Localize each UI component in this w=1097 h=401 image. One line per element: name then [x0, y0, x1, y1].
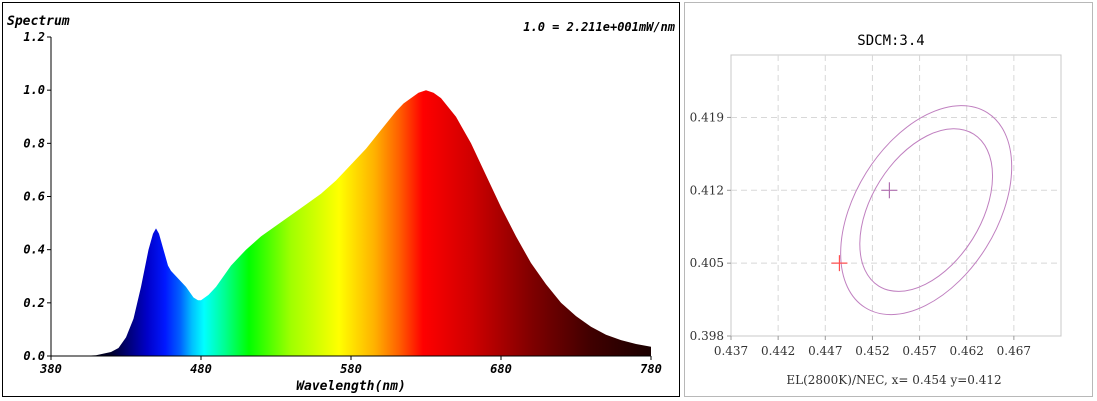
- spectrum-y-tick-label: 0.4: [23, 243, 45, 257]
- sdcm-x-tick-label: 0.442: [761, 344, 795, 358]
- spectrum-x-tick-label: 380: [39, 362, 62, 376]
- sdcm-plot-area: 0.437 0.442 0.447 0.452 0.457 0.462 0.467 0.398…: [690, 54, 1062, 358]
- spectrum-x-axis-label: Wavelength(nm): [296, 379, 406, 394]
- sdcm-y-tick-label: 0.412: [690, 183, 724, 197]
- spectrum-plot-area: 0.0 0.2 0.4 0.6 0.8 1.0 1.2 380 480 580 680 780: [23, 30, 662, 376]
- sdcm-x-tick-label: 0.467: [997, 344, 1031, 358]
- spectrum-y-tick-label: 1.2: [23, 30, 45, 44]
- sdcm-target-point: [881, 182, 898, 199]
- sdcm-x-tick-label: 0.437: [714, 344, 748, 358]
- sdcm-x-tick-label: 0.462: [950, 344, 984, 358]
- sdcm-title: SDCM:3.4: [857, 33, 924, 49]
- sdcm-y-tick-label: 0.405: [690, 256, 724, 270]
- sdcm-x-tick-label: 0.457: [902, 344, 936, 358]
- sdcm-plot-frame: [730, 54, 1062, 337]
- spectrum-y-tick-label: 0.6: [23, 190, 45, 204]
- spectrum-y-tick-label: 1.0: [23, 83, 45, 97]
- spectrum-x-tick-label: 480: [190, 362, 212, 376]
- sdcm-y-tick-label: 0.398: [690, 329, 724, 343]
- sdcm-outer-ellipse: [840, 105, 1013, 316]
- spectrum-chart: 0.0 0.2 0.4 0.6 0.8 1.0 1.2 380 480 580 680 780 Spe…: [7, 14, 676, 394]
- sdcm-chart-panel: 0.437 0.442 0.447 0.452 0.457 0.462 0.467 0.398…: [684, 2, 1093, 397]
- spectrum-y-tick-label: 0.8: [23, 136, 45, 150]
- sdcm-x-tick-label: 0.447: [808, 344, 842, 358]
- spectrum-x-tick-label: 680: [490, 362, 512, 376]
- sdcm-x-axis-label: EL(2800K)/NEC, x= 0.454 y=0.412: [786, 373, 1001, 387]
- spectrum-title: Spectrum: [7, 14, 70, 29]
- spectrum-y-tick-label: 0.0: [23, 349, 45, 363]
- spectrum-x-tick-label: 780: [640, 362, 662, 376]
- sdcm-chart: 0.437 0.442 0.447 0.452 0.457 0.462 0.467 0.398…: [690, 33, 1062, 387]
- spectrum-area: [51, 90, 651, 356]
- spectrum-chart-panel: 0.0 0.2 0.4 0.6 0.8 1.0 1.2 380 480 580 680 780 Spe…: [2, 2, 680, 397]
- spectrum-y-tick-label: 0.2: [23, 296, 45, 310]
- sdcm-inner-ellipse: [859, 128, 994, 292]
- sdcm-x-tick-label: 0.452: [855, 344, 889, 358]
- sdcm-y-tick-label: 0.419: [690, 110, 724, 124]
- sdcm-measured-point: [831, 255, 848, 272]
- spectrum-scale-note: 1.0 = 2.211e+001mW/nm: [523, 20, 675, 34]
- spectrum-x-tick-label: 580: [340, 362, 362, 376]
